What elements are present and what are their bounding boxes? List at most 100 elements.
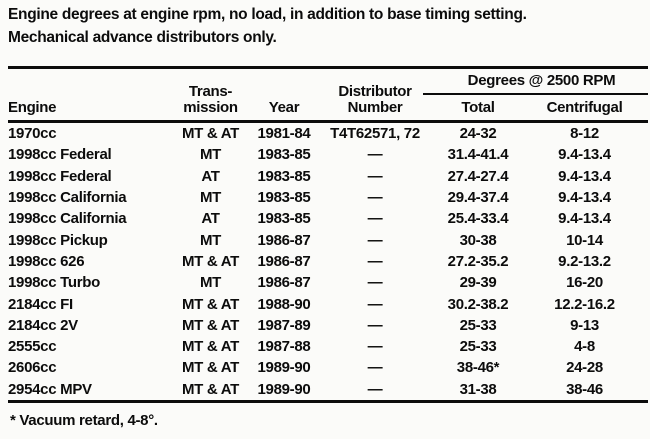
cell-distributor: — [315,274,435,291]
cell-distributor: — [315,296,435,313]
document-page: Engine degrees at engine rpm, no load, i… [0,0,650,439]
cell-engine: 2184cc 2V [8,317,168,334]
cell-transmission: MT & AT [168,359,253,376]
table-row: 2954cc MPVMT & AT1989-90—31-3838-46 [8,379,648,400]
cell-total: 31-38 [435,381,521,398]
cell-total: 30.2-38.2 [435,296,521,313]
table-row: 1998cc FederalAT1983-85—27.4-27.49.4-13.… [8,166,648,187]
cell-engine: 1998cc 626 [8,253,168,270]
cell-distributor: — [315,189,435,206]
table-row: 1998cc PickupMT1986-87—30-3810-14 [8,229,648,250]
cell-total: 27.4-27.4 [435,168,521,185]
cell-centrifugal: 16-20 [521,274,648,291]
table-row: 2184cc 2VMT & AT1987-89—25-339-13 [8,315,648,336]
table-row: 1998cc FederalMT1983-85—31.4-41.49.4-13.… [8,144,648,165]
cell-year: 1983-85 [253,146,315,163]
cell-transmission: MT & AT [168,317,253,334]
table-header: Engine Trans- mission Year Distributor N… [8,69,648,120]
cell-distributor: — [315,359,435,376]
cell-distributor: — [315,381,435,398]
cell-transmission: MT & AT [168,381,253,398]
cell-year: 1986-87 [253,274,315,291]
table-row: 1970ccMT & AT1981-84T4T62571, 7224-328-1… [8,123,648,144]
degrees-group-title: Degrees @ 2500 RPM [435,69,648,89]
cell-engine: 1998cc California [8,189,168,206]
cell-year: 1983-85 [253,168,315,185]
cell-distributor: — [315,338,435,355]
cell-transmission: AT [168,168,253,185]
table-row: 2606ccMT & AT1989-90—38-46*24-28 [8,357,648,378]
cell-year: 1987-88 [253,338,315,355]
column-header-year: Year [253,100,315,116]
cell-engine: 2555cc [8,338,168,355]
cell-transmission: MT [168,232,253,249]
cell-engine: 2606cc [8,359,168,376]
table-bottom-rule [8,400,648,403]
cell-transmission: MT & AT [168,125,253,142]
cell-centrifugal: 38-46 [521,381,648,398]
cell-centrifugal: 9.4-13.4 [521,189,648,206]
table-row: 1998cc CaliforniaAT1983-85—25.4-33.49.4-… [8,208,648,229]
cell-total: 27.2-35.2 [435,253,521,270]
cell-transmission: MT & AT [168,338,253,355]
timing-spec-table: Engine Trans- mission Year Distributor N… [8,66,648,403]
cell-total: 24-32 [435,125,521,142]
cell-transmission: MT [168,274,253,291]
cell-transmission: MT [168,146,253,163]
column-header-distributor-line2: Number [348,99,403,116]
table-body: 1970ccMT & AT1981-84T4T62571, 7224-328-1… [8,123,648,400]
cell-total: 25-33 [435,338,521,355]
table-row: 1998cc TurboMT1986-87—29-3916-20 [8,272,648,293]
degrees-subcolumns: Total Centrifugal [435,100,648,116]
cell-year: 1983-85 [253,210,315,227]
cell-distributor: — [315,168,435,185]
cell-distributor: — [315,210,435,227]
cell-engine: 2184cc FI [8,296,168,313]
cell-centrifugal: 9.4-13.4 [521,146,648,163]
column-header-transmission-line1: Trans- [189,83,232,100]
column-header-centrifugal: Centrifugal [521,100,648,116]
table-row: 1998cc 626MT & AT1986-87—27.2-35.29.2-13… [8,251,648,272]
cell-engine: 1998cc Federal [8,146,168,163]
cell-total: 25-33 [435,317,521,334]
cell-year: 1987-89 [253,317,315,334]
cell-total: 31.4-41.4 [435,146,521,163]
cell-engine: 1998cc California [8,210,168,227]
cell-transmission: AT [168,210,253,227]
column-header-distributor-line1: Distributor [338,83,411,100]
column-header-transmission: Trans- mission [168,84,253,116]
column-header-engine: Engine [8,100,168,116]
table-row: 2555ccMT & AT1987-88—25-334-8 [8,336,648,357]
cell-centrifugal: 8-12 [521,125,648,142]
cell-year: 1986-87 [253,253,315,270]
cell-distributor: — [315,232,435,249]
intro-line-1: Engine degrees at engine rpm, no load, i… [8,3,527,26]
cell-total: 38-46* [435,359,521,376]
table-row: 2184cc FIMT & AT1988-90—30.2-38.212.2-16… [8,293,648,314]
degrees-group-header: Degrees @ 2500 RPM Total Centrifugal [435,69,648,120]
column-header-transmission-line2: mission [183,99,238,116]
footnote: * Vacuum retard, 4-8°. [10,412,158,429]
cell-total: 25.4-33.4 [435,210,521,227]
cell-centrifugal: 9.4-13.4 [521,168,648,185]
cell-total: 30-38 [435,232,521,249]
cell-engine: 1998cc Pickup [8,232,168,249]
cell-distributor: — [315,146,435,163]
cell-engine: 2954cc MPV [8,381,168,398]
cell-centrifugal: 9.2-13.2 [521,253,648,270]
cell-total: 29-39 [435,274,521,291]
intro-text: Engine degrees at engine rpm, no load, i… [8,3,527,49]
intro-line-2: Mechanical advance distributors only. [8,26,527,49]
cell-engine: 1998cc Federal [8,168,168,185]
cell-year: 1986-87 [253,232,315,249]
cell-centrifugal: 12.2-16.2 [521,296,648,313]
cell-transmission: MT [168,189,253,206]
cell-transmission: MT & AT [168,253,253,270]
degrees-group-rule [423,93,648,95]
cell-centrifugal: 24-28 [521,359,648,376]
cell-year: 1988-90 [253,296,315,313]
cell-year: 1983-85 [253,189,315,206]
cell-engine: 1998cc Turbo [8,274,168,291]
cell-distributor: — [315,253,435,270]
column-header-total: Total [435,100,521,116]
